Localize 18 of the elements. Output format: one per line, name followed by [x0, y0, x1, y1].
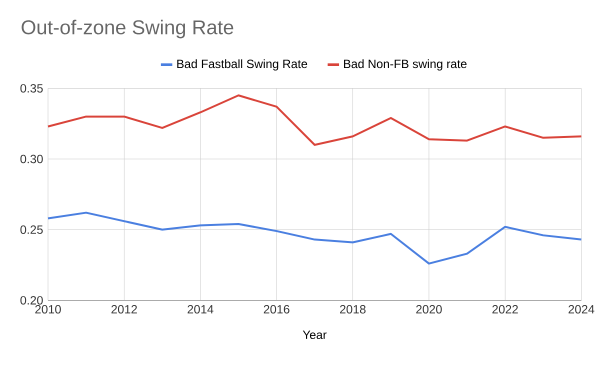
line-series	[47, 94, 582, 146]
y-tick-label: 0.20	[20, 296, 43, 305]
x-tick-label: 2010	[35, 305, 61, 314]
legend-label: Bad Fastball Swing Rate	[177, 59, 308, 70]
x-tick-label: 2022	[492, 305, 518, 314]
x-tick-label: 2018	[340, 305, 366, 314]
x-tick-label: 2012	[111, 305, 137, 314]
y-tick-label: 0.35	[20, 84, 43, 93]
x-tick-label: 2016	[264, 305, 290, 314]
line-series	[47, 212, 582, 265]
y-tick-label: 0.30	[20, 154, 43, 164]
x-tick-label: 2020	[416, 305, 442, 314]
chart-title: Out-of-zone Swing Rate	[22, 20, 234, 38]
x-axis-title: Year	[302, 330, 327, 340]
x-tick-label: 2014	[188, 305, 214, 314]
x-tick-label: 2024	[568, 305, 594, 314]
legend-label: Bad Non-FB swing rate	[344, 59, 467, 70]
y-tick-label: 0.25	[20, 225, 43, 234]
